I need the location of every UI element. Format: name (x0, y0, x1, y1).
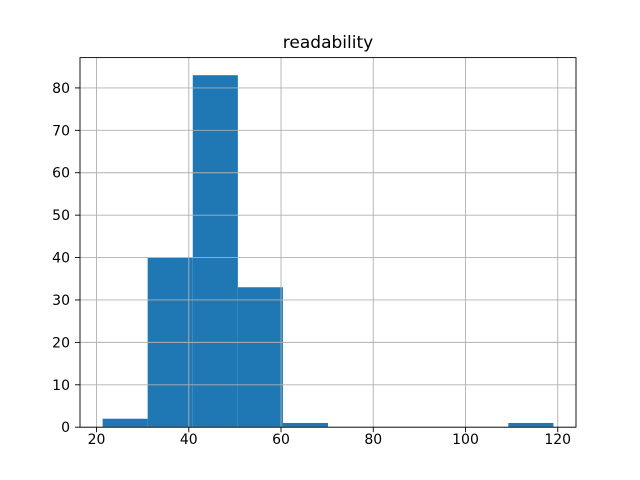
grid-group (80, 57, 576, 428)
x-axis-ticks: 20 40 60 80 100 120 (88, 427, 571, 448)
y-tick-label: 10 (52, 378, 70, 394)
y-tick-label: 50 (52, 208, 70, 224)
y-tick-label: 70 (52, 123, 70, 139)
histogram-bar (102, 418, 148, 428)
y-tick-label: 40 (52, 251, 70, 267)
x-tick-label: 40 (180, 432, 198, 448)
y-tick-label: 30 (52, 293, 70, 309)
plot-border (79, 57, 577, 428)
x-tick-label: 80 (364, 432, 382, 448)
y-tick-label: 0 (61, 420, 70, 436)
x-tick-label: 120 (544, 432, 571, 448)
histogram-bar (192, 75, 238, 428)
histogram-bar (282, 422, 329, 428)
chart-title: readability (283, 33, 373, 53)
bars-group (102, 75, 554, 428)
y-tick-label: 60 (52, 166, 70, 182)
x-tick-label: 100 (452, 432, 479, 448)
histogram-bar (508, 422, 554, 428)
y-tick-label: 20 (52, 335, 70, 351)
y-tick-label: 80 (52, 81, 70, 97)
y-axis-ticks: 0 10 20 30 40 50 60 70 80 (52, 81, 80, 436)
x-tick-label: 60 (272, 432, 290, 448)
x-tick-label: 20 (88, 432, 106, 448)
histogram-bar (237, 287, 283, 428)
